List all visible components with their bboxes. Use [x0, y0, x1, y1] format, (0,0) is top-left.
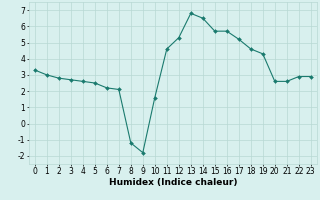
- X-axis label: Humidex (Indice chaleur): Humidex (Indice chaleur): [108, 178, 237, 187]
